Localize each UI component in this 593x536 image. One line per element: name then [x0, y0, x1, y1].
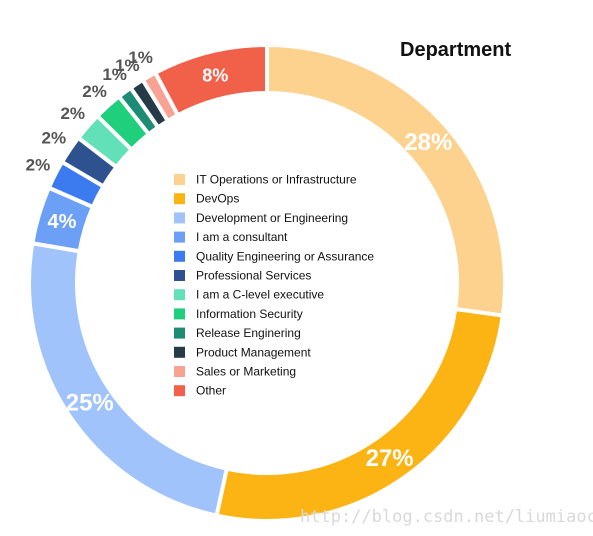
legend: IT Operations or Infrastructure DevOps Dev… [174, 173, 374, 398]
slice-label-quality-engineering-or-assurance: 2% [26, 155, 51, 174]
slice-label-release-enginering: 1% [102, 65, 127, 84]
legend-label-devops: DevOps [196, 192, 239, 206]
legend-label-development-or-engineering: Development or Engineering [196, 211, 348, 225]
slice-label-devops: 27% [366, 445, 414, 472]
slice-label-other: 8% [202, 65, 228, 85]
legend-swatch-it-operations-or-infrastructure [174, 174, 185, 185]
legend-label-information-security: Information Security [196, 307, 303, 321]
slice-development-or-engineering [27, 240, 230, 518]
watermark-text: http://blog.csdn.net/liumiaocn [300, 507, 593, 527]
slice-label-it-operations-or-infrastructure: 28% [404, 129, 452, 156]
legend-swatch-information-security [174, 308, 185, 320]
legend-label-quality-engineering-or-assurance: Quality Engineering or Assurance [196, 249, 374, 263]
legend-swatch-i-am-a-consultant [174, 231, 185, 243]
slice-other [152, 42, 269, 118]
slice-label-development-or-engineering: 25% [66, 389, 114, 416]
legend-swatch-other [174, 385, 185, 397]
legend-label-sales-or-marketing: Sales or Marketing [196, 365, 296, 379]
slice-label-professional-services: 2% [41, 129, 66, 148]
legend-label-i-am-a-consultant: I am a consultant [196, 230, 288, 244]
legend-label-it-operations-or-infrastructure: IT Operations or Infrastructure [196, 173, 357, 187]
legend-label-professional-services: Professional Services [196, 269, 311, 283]
donut-slices: 28%27%25%4%2%2%2%2%1%1%1%8% [26, 42, 507, 523]
legend-swatch-professional-services [174, 270, 185, 281]
legend-swatch-development-or-engineering [174, 212, 185, 224]
legend-swatch-product-management [174, 346, 185, 358]
slice-label-i-am-a-consultant: 4% [47, 211, 76, 233]
legend-swatch-release-enginering [174, 327, 185, 339]
chart-title: Department [400, 39, 511, 61]
legend-label-i-am-a-c-level-executive: I am a C-level executive [196, 288, 324, 302]
slice-label-product-management: 1% [115, 56, 140, 75]
slice-label-information-security: 2% [82, 82, 107, 101]
legend-swatch-sales-or-marketing [174, 366, 185, 377]
legend-label-other: Other [196, 384, 226, 398]
legend-swatch-quality-engineering-or-assurance [174, 250, 185, 262]
slice-devops [214, 306, 506, 523]
legend-label-release-enginering: Release Enginering [196, 326, 301, 340]
legend-swatch-devops [174, 193, 185, 205]
slice-label-sales-or-marketing: 1% [128, 48, 153, 67]
legend-label-product-management: Product Management [196, 345, 311, 359]
slice-label-i-am-a-c-level-executive: 2% [60, 104, 85, 123]
legend-swatch-i-am-a-c-level-executive [174, 289, 185, 301]
